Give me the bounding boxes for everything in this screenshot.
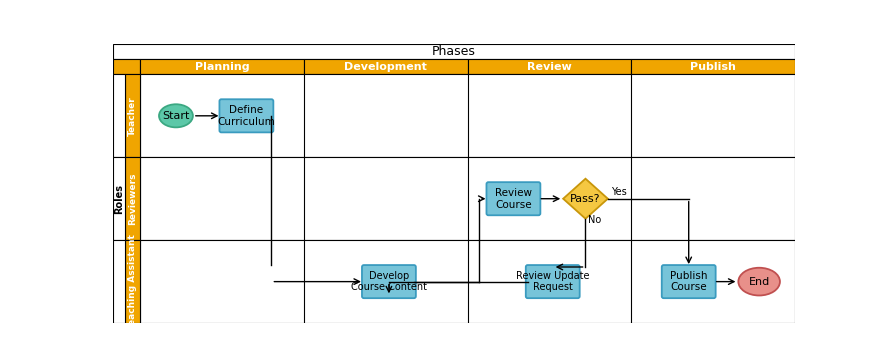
Bar [140,240,795,323]
Text: Publish: Publish [690,62,736,72]
Bar [113,59,140,74]
Text: Review: Review [527,62,571,72]
Bar [140,59,304,74]
Text: Publish
Course: Publish Course [670,271,707,293]
Bar [468,59,632,74]
Text: Review Update
Request: Review Update Request [516,271,589,293]
Text: Reviewers: Reviewers [128,172,136,225]
Bar [113,74,125,157]
Bar [113,44,795,59]
Text: No: No [587,215,601,225]
Ellipse shape [159,104,193,127]
Text: Roles: Roles [113,184,124,214]
Bar [113,157,125,240]
Bar [140,157,795,240]
FancyBboxPatch shape [362,265,416,298]
Text: Yes: Yes [611,187,626,197]
Text: Teaching Assistant: Teaching Assistant [128,234,136,330]
Ellipse shape [738,268,780,295]
Bar [125,157,140,240]
Polygon shape [563,179,608,219]
Text: Review
Course: Review Course [495,188,532,209]
Bar [140,74,795,157]
Text: Planning: Planning [195,62,249,72]
Bar [125,240,140,323]
FancyBboxPatch shape [486,182,540,215]
Bar [125,74,140,157]
Bar [113,240,125,323]
Bar [304,59,468,74]
FancyBboxPatch shape [220,99,274,132]
Text: Pass?: Pass? [571,194,601,204]
Text: Phases: Phases [432,45,476,58]
Text: Define
Curriculum: Define Curriculum [218,105,276,127]
FancyBboxPatch shape [525,265,579,298]
FancyBboxPatch shape [662,265,716,298]
Text: Start: Start [162,111,190,121]
Bar [632,59,795,74]
Text: Teacher: Teacher [128,96,136,136]
Text: End: End [749,277,770,287]
Text: Development: Development [344,62,427,72]
Text: Develop
Course Content: Develop Course Content [351,271,427,293]
